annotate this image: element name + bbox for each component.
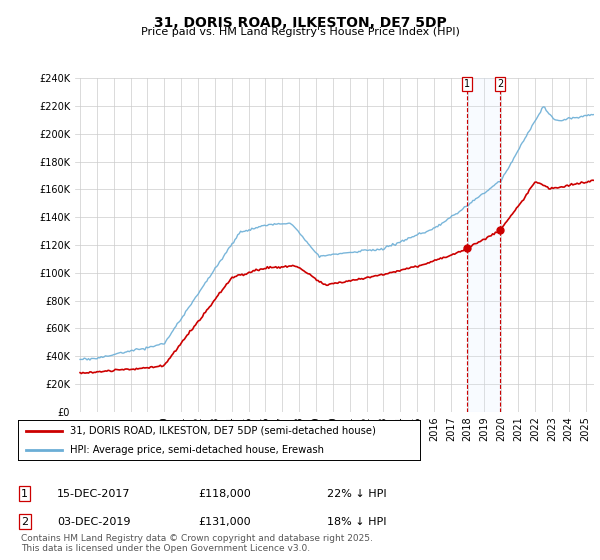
Text: 31, DORIS ROAD, ILKESTON, DE7 5DP (semi-detached house): 31, DORIS ROAD, ILKESTON, DE7 5DP (semi-… [70,426,376,436]
Text: 15-DEC-2017: 15-DEC-2017 [57,489,131,499]
Text: 2: 2 [497,79,503,89]
Text: 22% ↓ HPI: 22% ↓ HPI [327,489,386,499]
Text: 1: 1 [21,489,28,499]
Text: HPI: Average price, semi-detached house, Erewash: HPI: Average price, semi-detached house,… [70,445,324,455]
Text: 31, DORIS ROAD, ILKESTON, DE7 5DP: 31, DORIS ROAD, ILKESTON, DE7 5DP [154,16,446,30]
Text: Price paid vs. HM Land Registry's House Price Index (HPI): Price paid vs. HM Land Registry's House … [140,27,460,37]
Text: £118,000: £118,000 [198,489,251,499]
Text: 18% ↓ HPI: 18% ↓ HPI [327,517,386,527]
Text: 2: 2 [21,517,28,527]
Text: £131,000: £131,000 [198,517,251,527]
Text: 03-DEC-2019: 03-DEC-2019 [57,517,131,527]
Bar [467,78,500,412]
Text: 1: 1 [464,79,470,89]
Text: Contains HM Land Registry data © Crown copyright and database right 2025.
This d: Contains HM Land Registry data © Crown c… [21,534,373,553]
